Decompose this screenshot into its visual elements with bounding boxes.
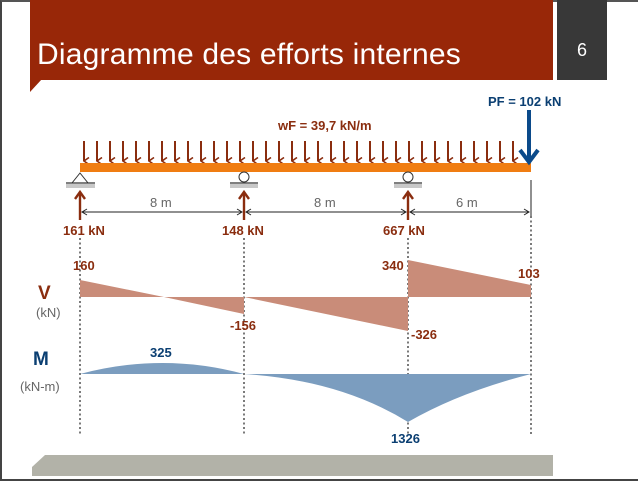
page-title: Diagramme des efforts internes <box>37 38 461 71</box>
roller-support-icon <box>230 171 258 188</box>
point-load-arrow <box>518 110 540 166</box>
span-label-1: 8 m <box>150 195 172 210</box>
footer-bar <box>32 455 553 476</box>
title-banner-tail <box>30 79 42 92</box>
dimension-line <box>81 180 532 216</box>
title-banner <box>30 0 553 80</box>
beam <box>80 163 531 172</box>
point-load-label: PF = 102 kN <box>488 94 562 109</box>
moment-value-1326: 1326 <box>391 431 420 446</box>
shear-value-minus-326: -326 <box>411 327 438 342</box>
guide-lines <box>79 216 532 436</box>
pin-support-icon <box>66 172 95 188</box>
distributed-load-arrows <box>83 141 513 161</box>
shear-value-minus-156: -156 <box>230 318 257 333</box>
reaction-label-1: 161 kN <box>63 223 105 238</box>
moment-diagram <box>80 363 531 422</box>
shear-value-160: 160 <box>73 258 95 273</box>
moment-value-325: 325 <box>150 345 172 360</box>
reaction-label-3: 667 kN <box>383 223 425 238</box>
distributed-load-label: wF = 39,7 kN/m <box>278 118 372 133</box>
shear-value-103: 103 <box>518 266 540 281</box>
span-label-3: 6 m <box>456 195 478 210</box>
shear-diagram <box>80 260 531 331</box>
reaction-label-2: 148 kN <box>222 223 264 238</box>
page-number: 6 <box>576 40 587 60</box>
shear-value-340: 340 <box>382 258 404 273</box>
shear-symbol: V <box>38 283 51 304</box>
moment-unit: (kN-m) <box>20 379 60 394</box>
reaction-arrows <box>74 189 414 220</box>
span-label-2: 8 m <box>314 195 336 210</box>
shear-unit: (kN) <box>36 305 61 320</box>
page-number-box: 6 <box>557 0 607 80</box>
roller-support-icon <box>394 171 422 188</box>
moment-symbol: M <box>33 349 49 370</box>
